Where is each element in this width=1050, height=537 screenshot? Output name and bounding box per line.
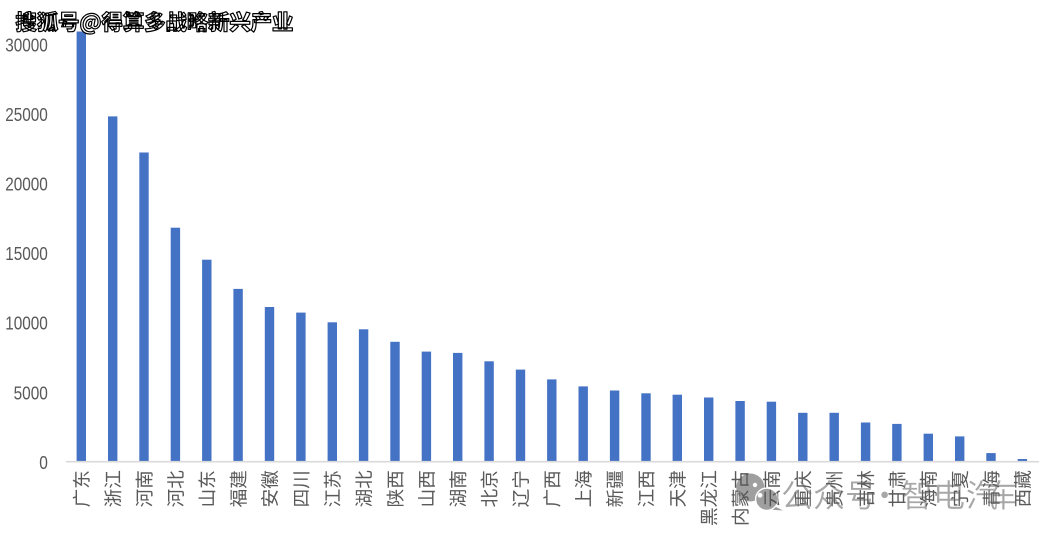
svg-text:25000: 25000 (5, 104, 48, 125)
svg-text:20000: 20000 (5, 174, 48, 195)
svg-text:10000: 10000 (5, 313, 48, 334)
svg-text:15000: 15000 (5, 243, 48, 264)
svg-text:0: 0 (39, 452, 48, 473)
svg-text:5000: 5000 (14, 382, 48, 403)
svg-text:30000: 30000 (5, 34, 48, 55)
